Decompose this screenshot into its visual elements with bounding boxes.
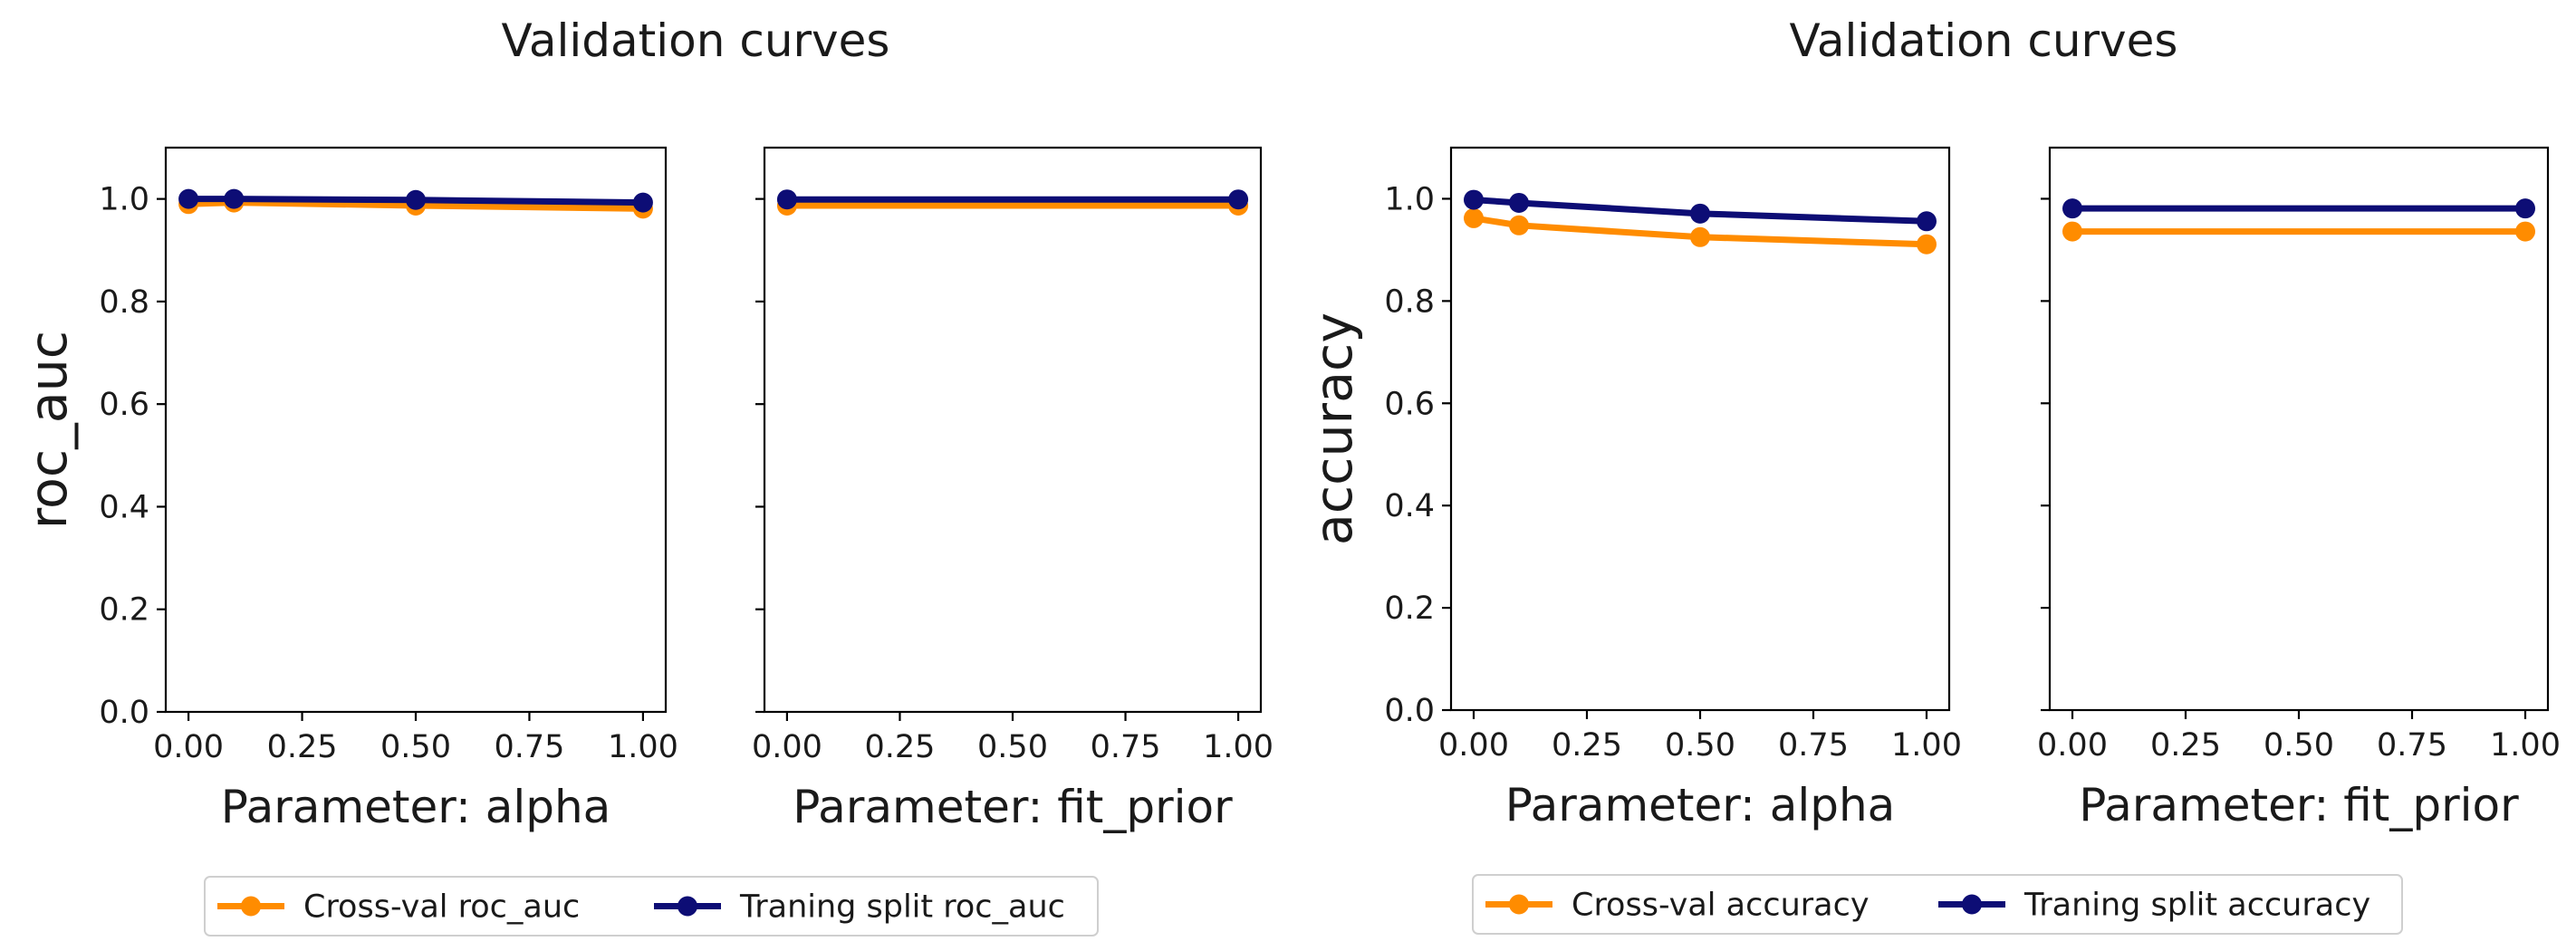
x-tick-label: 1.00 (608, 729, 678, 765)
series-line-training (185, 196, 647, 207)
x-axis-label: Parameter: alpha (221, 781, 611, 833)
axes-frame (164, 146, 668, 714)
x-tick-label: 1.00 (2490, 727, 2561, 764)
x-axis-label: Parameter: fit_prior (2079, 779, 2519, 831)
y-axis-label: accuracy (1304, 312, 1364, 545)
legend-swatch-marker (1509, 894, 1529, 915)
data-point (1917, 211, 1937, 232)
legend-box (1472, 874, 2403, 935)
subplot-3: 0.00 0.25 0.50 0.75 1.00 0.0 0.2 0.4 0.6 0.8 1.0 Pa… (1304, 146, 1962, 831)
data-point (1690, 226, 1710, 247)
legend-1: Cross-val roc_auc Traning split roc_auc (204, 876, 1099, 937)
y-tick-label: 0.0 (99, 695, 149, 731)
data-point (1917, 234, 1937, 255)
legend-swatch-marker (1962, 894, 1982, 915)
y-tick-label: 0.8 (99, 284, 149, 321)
subplot-1: 0.00 0.25 0.50 0.75 1.00 0.0 0.2 0.4 0.6 0.8 1.0 Pa… (19, 146, 678, 833)
y-tick-label: 1.0 (99, 182, 149, 218)
x-tick-label: 0.50 (977, 729, 1048, 765)
data-point (2515, 221, 2535, 242)
data-point (224, 188, 245, 209)
legend-label: Traning split roc_auc (739, 889, 1065, 926)
y-tick-label: 0.0 (1384, 693, 1435, 729)
y-tick-label: 1.0 (1384, 181, 1435, 217)
x-tick-label: 0.00 (153, 729, 224, 765)
data-point (1228, 189, 1249, 210)
x-tick-label: 0.25 (864, 729, 935, 765)
series-line-training (1470, 197, 1930, 225)
x-axis-label: Parameter: fit_prior (793, 781, 1233, 833)
data-point (632, 192, 653, 213)
legend-2: Cross-val accuracy Traning split accuracy (1472, 874, 2403, 935)
x-tick-label: 0.50 (2264, 727, 2334, 764)
data-point (406, 189, 426, 210)
y-tick-label: 0.2 (1384, 591, 1435, 627)
legends: Cross-val roc_auc Traning split roc_auc Cr… (204, 874, 2403, 937)
data-point (2515, 198, 2535, 219)
x-tick-label: 0.75 (494, 729, 564, 765)
x-tick-label: 1.00 (1891, 727, 1962, 764)
axes-frame (763, 146, 1263, 714)
data-point (1509, 192, 1529, 213)
y-tick-label: 0.2 (99, 592, 149, 629)
x-axis-label: Parameter: alpha (1505, 779, 1896, 831)
data-point (2062, 221, 2082, 242)
y-tick-label: 0.6 (99, 387, 149, 423)
series-line-cross-val (1470, 215, 1930, 248)
subplot-2: 0.00 0.25 0.50 0.75 1.00 Parameter: fit_prior (752, 146, 1274, 833)
x-tick-label: 0.25 (267, 729, 338, 765)
y-axis-label: roc_auc (19, 331, 79, 529)
x-tick-label: 1.00 (1203, 729, 1274, 765)
plot-area: 0.00 0.25 0.50 0.75 1.00 0.0 0.2 0.4 0.6 0.8 1.0 Pa… (19, 146, 2561, 833)
legend-label: Cross-val accuracy (1572, 888, 1870, 924)
left-figure-title: Validation curves (502, 14, 890, 67)
y-tick-label: 0.6 (1384, 386, 1435, 422)
data-point (2062, 198, 2082, 219)
x-tick-label: 0.75 (1778, 727, 1849, 764)
data-point (1509, 215, 1529, 235)
data-point (1464, 189, 1484, 210)
x-tick-label: 0.25 (2150, 727, 2221, 764)
series-line-cross-val (185, 199, 647, 212)
x-tick-label: 0.75 (1091, 729, 1161, 765)
subplot-4: 0.00 0.25 0.50 0.75 1.00 Parameter: fit_prior (2037, 146, 2561, 831)
x-tick-label: 0.50 (1665, 727, 1735, 764)
legend-swatch-marker (241, 896, 261, 917)
right-figure-title: Validation curves (1790, 14, 2178, 67)
legend-swatch-marker (678, 896, 697, 917)
x-tick-label: 0.00 (2037, 727, 2108, 764)
x-tick-label: 0.75 (2377, 727, 2447, 764)
x-tick-label: 0.50 (380, 729, 451, 765)
legend-label: Traning split accuracy (2023, 888, 2370, 924)
data-point (776, 189, 797, 210)
legend-box (204, 876, 1099, 937)
y-tick-label: 0.8 (1384, 283, 1435, 320)
y-tick-label: 0.4 (99, 489, 149, 525)
x-tick-label: 0.00 (752, 729, 822, 765)
data-point (178, 188, 199, 209)
x-tick-label: 0.25 (1552, 727, 1622, 764)
x-tick-label: 0.00 (1438, 727, 1509, 764)
y-tick-label: 0.4 (1384, 488, 1435, 524)
legend-label: Cross-val roc_auc (303, 889, 580, 926)
data-point (1464, 207, 1484, 228)
data-point (1690, 203, 1710, 224)
